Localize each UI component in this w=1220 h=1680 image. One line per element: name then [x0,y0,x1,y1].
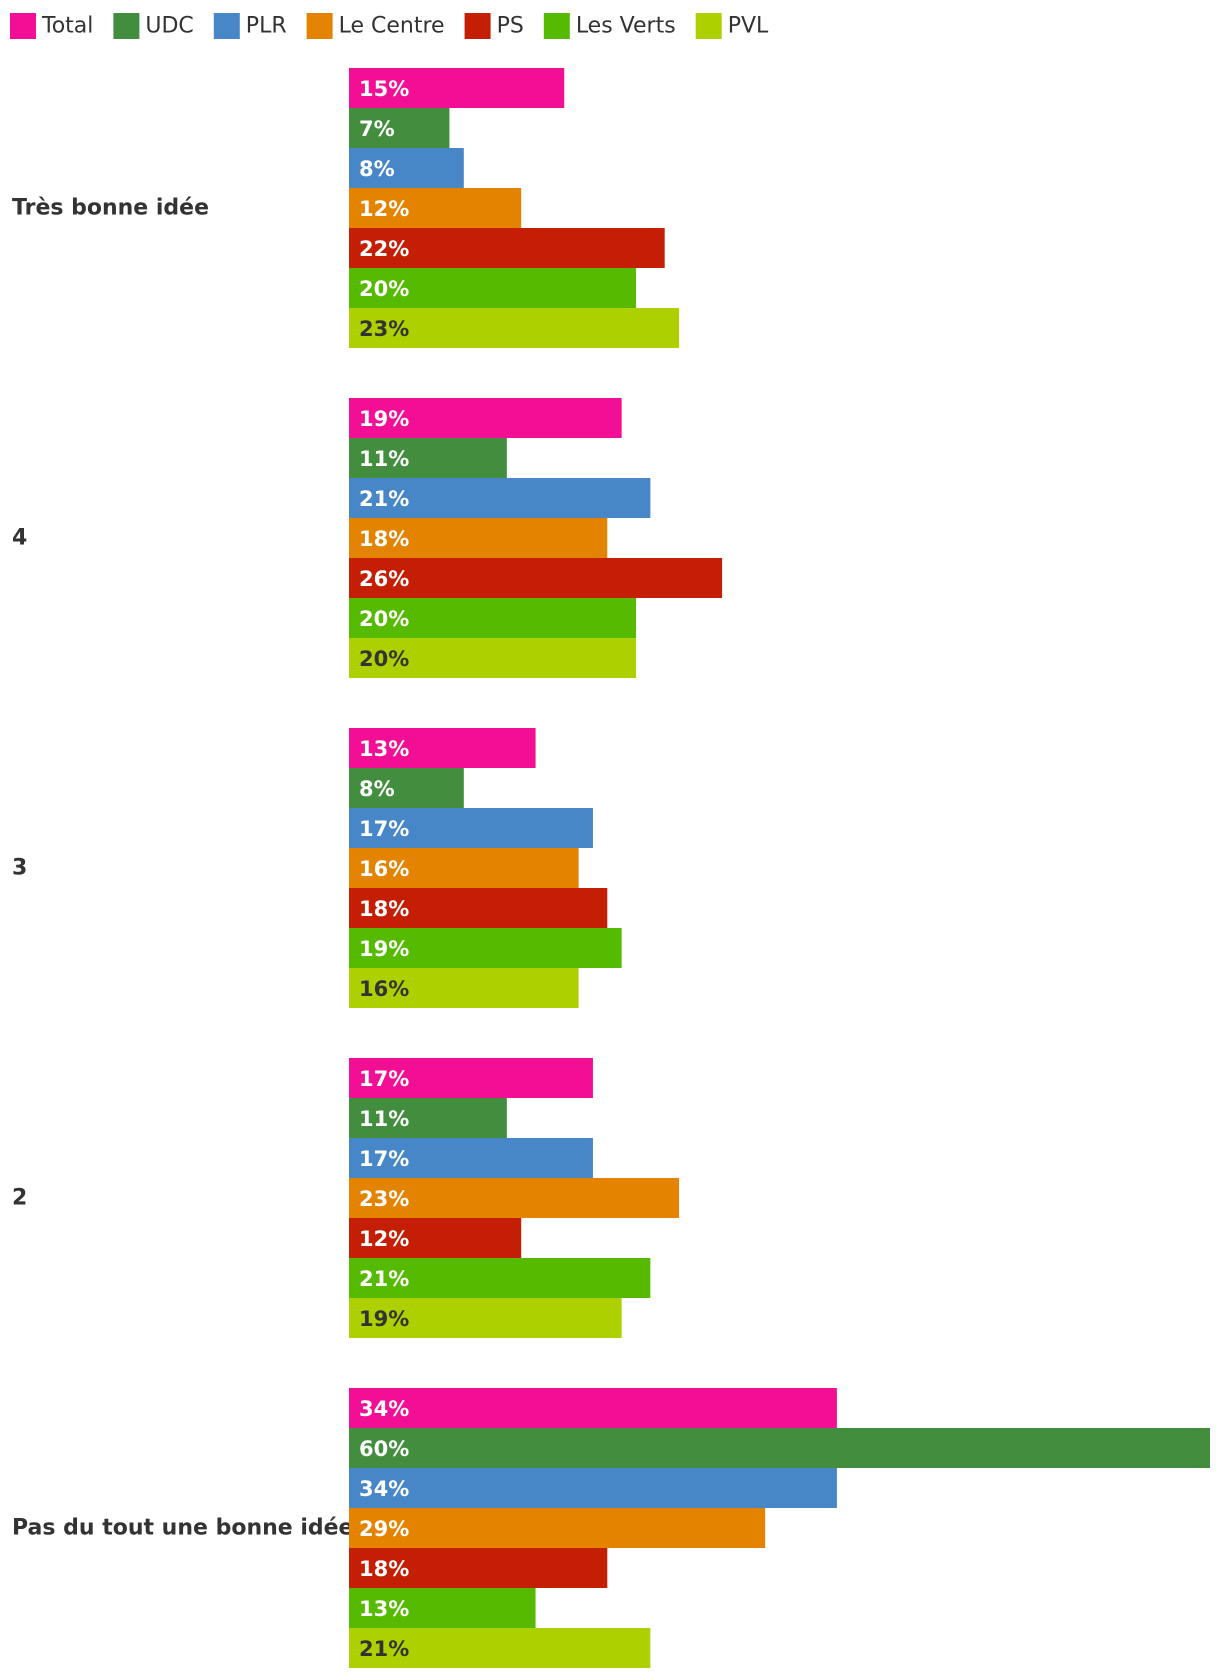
category-label: Pas du tout une bonne idée [12,1516,353,1541]
bar-total [349,728,536,768]
legend-swatch-le-centre [306,13,333,39]
bar-value-label: 15% [359,77,409,101]
bar-les-verts [349,1588,536,1628]
bar-value-label: 20% [359,647,409,671]
bar-value-label: 16% [359,857,409,881]
bar-plr [349,808,593,848]
bar-plr [349,1138,593,1178]
bar-udc [349,1098,507,1138]
bar-value-label: 13% [359,1597,409,1621]
category-labels: Très bonne idée 4 3 2 Pas du tout une bonne … [12,196,353,1541]
bar-plr [349,148,464,188]
bar-value-label: 34% [359,1477,409,1501]
bar-value-label: 34% [359,1397,409,1421]
bar-les-verts [349,928,622,968]
bar-value-label: 26% [359,567,409,591]
bar-value-label: 60% [359,1437,409,1461]
bar-value-label: 23% [359,1187,409,1211]
bar-value-label: 13% [359,737,409,761]
bar-value-label: 20% [359,277,409,301]
bar-udc [349,438,507,478]
bar-pvl [349,638,636,678]
bar-udc [349,768,464,808]
bar-le-centre [349,1508,766,1548]
bar-total [349,1058,593,1098]
bar-value-label: 18% [359,527,409,551]
bar-value-label: 29% [359,1517,409,1541]
bar-pvl [349,1628,651,1668]
bar-value-label: 16% [359,977,409,1001]
bar-value-label: 8% [359,157,395,181]
bar-value-label: 12% [359,1227,409,1251]
bar-les-verts [349,268,636,308]
bar-value-label: 18% [359,897,409,921]
bar-pvl [349,968,579,1008]
legend-label-plr: PLR [246,14,287,39]
bar-value-label: 11% [359,1107,409,1131]
category-label: 4 [12,526,27,551]
category-label: Très bonne idée [12,196,209,221]
bar-plr [349,478,651,518]
bar-pvl [349,1298,622,1338]
legend: Total UDC PLR Le Centre PS Les Verts PVL [10,13,769,39]
legend-swatch-les-verts [543,13,570,39]
bar-value-label: 17% [359,1147,409,1171]
bar-plr [349,1468,837,1508]
bar-udc [349,1428,1210,1468]
bar-total [349,398,622,438]
bar-ps [349,1548,608,1588]
bar-ps [349,888,608,928]
bar-value-label: 19% [359,407,409,431]
category-label: 3 [12,856,27,881]
bar-value-label: 23% [359,317,409,341]
bar-udc [349,108,450,148]
bar-les-verts [349,1258,651,1298]
legend-swatch-total [10,13,36,39]
legend-swatch-pvl [695,13,722,39]
legend-label-le-centre: Le Centre [339,14,445,39]
bar-value-label: 17% [359,1067,409,1091]
bar-value-label: 11% [359,447,409,471]
bar-pvl [349,308,680,348]
bar-value-label: 21% [359,1637,409,1661]
bar-le-centre [349,1178,680,1218]
legend-swatch-udc [113,13,140,39]
bar-value-label: 17% [359,817,409,841]
legend-label-ps: PS [497,14,524,39]
legend-label-les-verts: Les Verts [576,14,676,39]
bar-ps [349,228,665,268]
bar-ps [349,558,723,598]
bar-value-label: 21% [359,1267,409,1291]
bar-total [349,68,565,108]
bar-le-centre [349,188,522,228]
bar-value-label: 22% [359,237,409,261]
bar-value-label: 18% [359,1557,409,1581]
bar-value-label: 8% [359,777,395,801]
bar-value-label: 19% [359,1307,409,1331]
bars: 15% 7% 8% 12% 22% 20% 23% 19% 11% 21% 18% 26% 20% 20%… [349,68,1210,1668]
bar-le-centre [349,848,579,888]
bar-value-label: 12% [359,197,409,221]
bar-les-verts [349,598,636,638]
category-label: 2 [12,1186,27,1211]
legend-swatch-ps [464,13,491,39]
bar-value-label: 19% [359,937,409,961]
bar-value-label: 20% [359,607,409,631]
legend-label-pvl: PVL [728,14,769,39]
bar-ps [349,1218,522,1258]
bar-le-centre [349,518,608,558]
bar-total [349,1388,837,1428]
bar-value-label: 21% [359,487,409,511]
bar-value-label: 7% [359,117,395,141]
legend-swatch-plr [213,13,240,39]
legend-label-udc: UDC [145,14,193,39]
legend-label-total: Total [41,14,93,39]
